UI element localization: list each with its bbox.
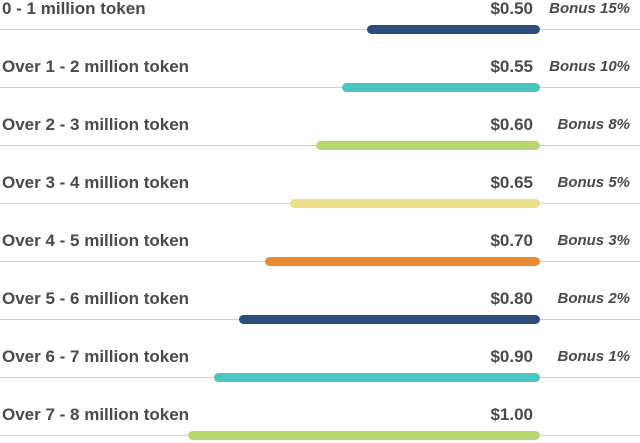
tier-bonus: Bonus 8% xyxy=(557,116,630,133)
tier-label: Over 5 - 6 million token xyxy=(2,289,190,308)
tier-bonus: Bonus 10% xyxy=(549,58,630,75)
tier-bonus: Bonus 5% xyxy=(557,174,630,191)
tier-bar xyxy=(265,257,540,266)
tier-price: $1.00 xyxy=(490,405,533,424)
tier-bonus: Bonus 1% xyxy=(557,348,630,365)
tier-price: $0.80 xyxy=(490,289,533,308)
tier-row: Over 3 - 4 million token $0.65 Bonus 5% xyxy=(0,171,640,229)
tier-bar xyxy=(290,199,540,208)
tier-label: Over 1 - 2 million token xyxy=(2,57,190,76)
tier-row: Over 1 - 2 million token $0.55 Bonus 10% xyxy=(0,55,640,113)
tier-bar xyxy=(188,431,540,440)
tier-row: 0 - 1 million token $0.50 Bonus 15% xyxy=(0,0,640,55)
tier-price: $0.65 xyxy=(490,173,533,192)
tier-divider xyxy=(0,29,640,30)
tier-row: Over 2 - 3 million token $0.60 Bonus 8% xyxy=(0,113,640,171)
tier-bar xyxy=(316,141,540,150)
tier-row: Over 6 - 7 million token $0.90 Bonus 1% xyxy=(0,345,640,403)
tier-bonus: Bonus 15% xyxy=(549,0,630,17)
tier-label: Over 6 - 7 million token xyxy=(2,347,190,366)
tier-label: Over 7 - 8 million token xyxy=(2,405,190,424)
tier-row: Over 4 - 5 million token $0.70 Bonus 3% xyxy=(0,229,640,287)
tier-label: Over 3 - 4 million token xyxy=(2,173,190,192)
tier-price: $0.60 xyxy=(490,115,533,134)
tier-bar xyxy=(367,25,540,34)
tier-price: $0.70 xyxy=(490,231,533,250)
tier-label: Over 2 - 3 million token xyxy=(2,115,190,134)
tier-divider xyxy=(0,87,640,88)
tier-price: $0.90 xyxy=(490,347,533,366)
tier-bonus: Bonus 2% xyxy=(557,290,630,307)
tier-price: $0.55 xyxy=(490,57,533,76)
tier-row: Over 7 - 8 million token $1.00 xyxy=(0,403,640,443)
tier-label: Over 4 - 5 million token xyxy=(2,231,190,250)
tier-row: Over 5 - 6 million token $0.80 Bonus 2% xyxy=(0,287,640,345)
tier-bar xyxy=(239,315,540,324)
tier-bar xyxy=(214,373,540,382)
tier-bar xyxy=(342,83,540,92)
tier-price: $0.50 xyxy=(490,0,533,18)
tier-label: 0 - 1 million token xyxy=(2,0,146,18)
tier-bonus: Bonus 3% xyxy=(557,232,630,249)
